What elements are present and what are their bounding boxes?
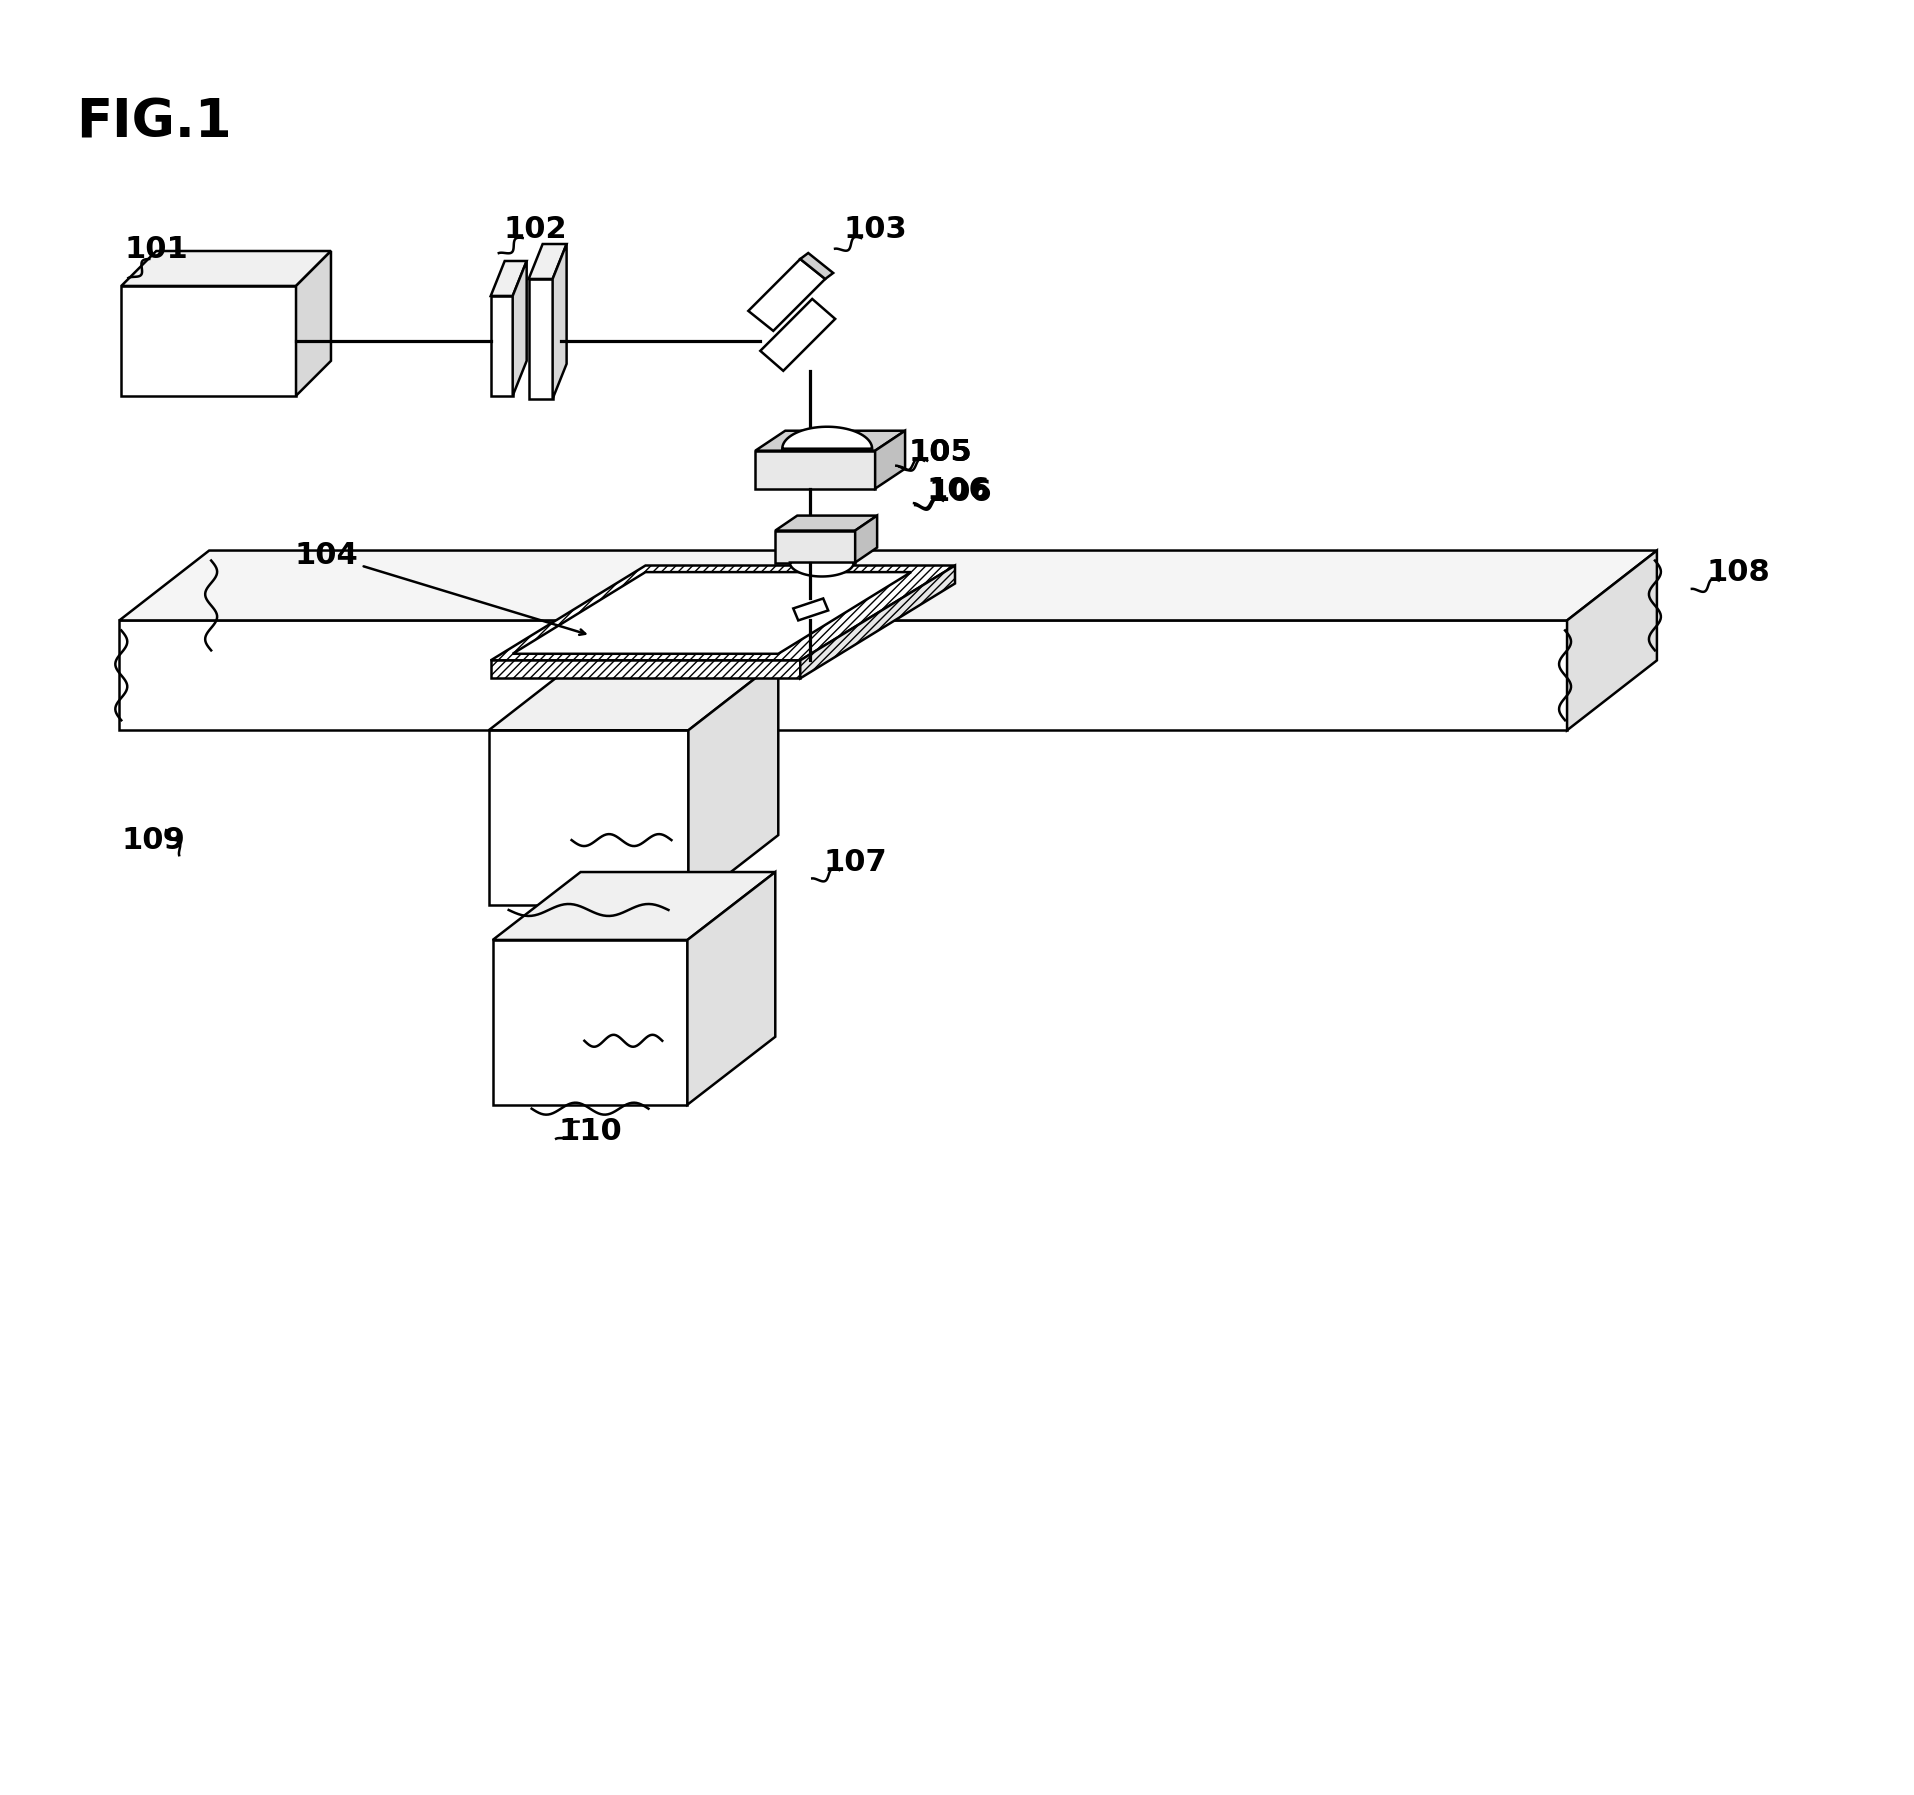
Polygon shape: [1568, 551, 1658, 731]
Text: 104: 104: [295, 540, 358, 571]
Polygon shape: [492, 941, 687, 1104]
Polygon shape: [119, 551, 1658, 621]
Polygon shape: [490, 661, 800, 679]
Polygon shape: [775, 531, 856, 562]
Polygon shape: [875, 431, 905, 488]
Polygon shape: [490, 565, 955, 661]
Text: 103: 103: [844, 215, 907, 244]
Polygon shape: [783, 427, 873, 449]
Polygon shape: [792, 598, 829, 621]
Polygon shape: [513, 573, 911, 653]
Polygon shape: [121, 251, 331, 285]
Polygon shape: [490, 260, 526, 296]
Polygon shape: [756, 451, 875, 488]
Polygon shape: [760, 300, 835, 372]
Text: 106: 106: [928, 477, 991, 508]
Polygon shape: [689, 661, 779, 905]
Text: 107: 107: [823, 847, 886, 876]
Polygon shape: [490, 296, 513, 395]
Polygon shape: [553, 244, 567, 398]
Polygon shape: [790, 562, 854, 576]
Polygon shape: [856, 515, 877, 562]
Text: 105: 105: [907, 438, 972, 467]
Polygon shape: [488, 731, 689, 905]
Text: 108: 108: [1707, 558, 1770, 587]
Polygon shape: [492, 872, 775, 941]
Text: 101: 101: [124, 235, 188, 264]
Polygon shape: [513, 260, 526, 395]
Polygon shape: [800, 253, 833, 278]
Text: 102: 102: [503, 215, 567, 244]
Polygon shape: [748, 258, 825, 330]
Text: 106: 106: [926, 476, 990, 504]
Polygon shape: [121, 285, 297, 395]
Polygon shape: [528, 244, 567, 278]
Text: 105: 105: [907, 438, 972, 467]
Polygon shape: [687, 872, 775, 1104]
Text: 109: 109: [121, 826, 186, 854]
Text: 110: 110: [559, 1116, 622, 1147]
Polygon shape: [756, 431, 905, 451]
Polygon shape: [297, 251, 331, 395]
Polygon shape: [488, 661, 779, 731]
Polygon shape: [119, 621, 1568, 731]
Polygon shape: [800, 565, 955, 679]
Polygon shape: [775, 515, 877, 531]
Text: FIG.1: FIG.1: [77, 97, 232, 149]
Polygon shape: [528, 278, 553, 398]
